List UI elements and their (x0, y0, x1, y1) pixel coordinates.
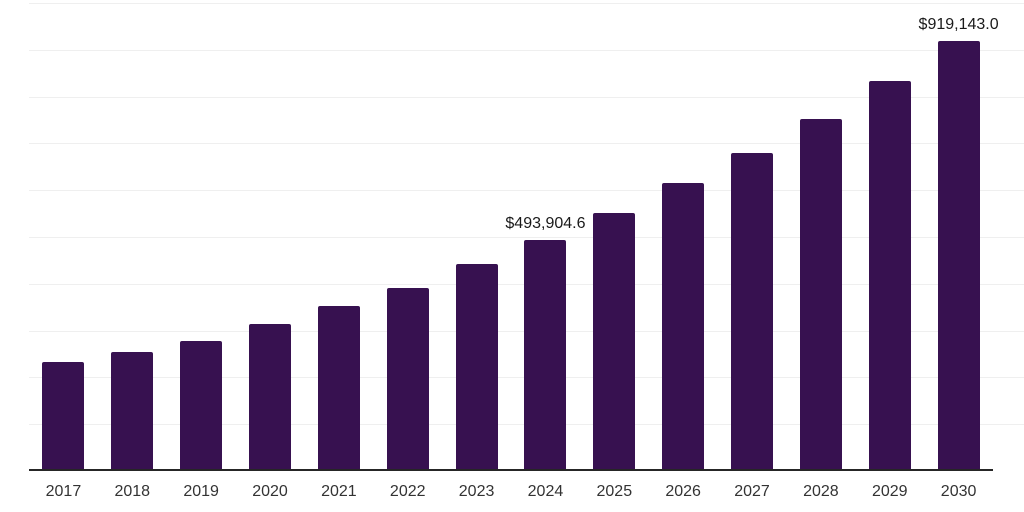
gridline-800000 (29, 96, 1024, 98)
bar-2027 (731, 152, 774, 471)
x-tick-2017: 2017 (45, 483, 82, 500)
bar-2030 (937, 40, 980, 471)
x-tick-2019: 2019 (183, 483, 219, 500)
gridline-500000 (29, 237, 1024, 238)
bar-2025 (593, 213, 636, 471)
bar-slot-2017 (29, 3, 98, 471)
gridline-600000 (29, 190, 1024, 192)
bar-slot-2029 (855, 3, 924, 471)
x-tick-2022: 2022 (389, 483, 426, 500)
bar-2021 (317, 305, 360, 471)
x-tick-2026: 2026 (665, 483, 701, 500)
gridline-900000 (29, 49, 1024, 51)
bar-slot-2027 (718, 3, 787, 471)
bars-layer: $493,904.6 $919,143.0 (29, 3, 999, 471)
bar-2017 (42, 362, 85, 471)
x-tick-2021: 2021 (321, 483, 357, 500)
x-tick-2028: 2028 (803, 483, 839, 500)
gridline-1000000 (29, 3, 1024, 4)
bar-slot-2022 (373, 3, 442, 471)
x-axis-labels: 2017 2018 2019 2020 2021 2022 2023 2024 2025 2026… (29, 482, 993, 502)
plot-area: $493,904.6 $919,143.0 (29, 3, 1024, 471)
gridline-700000 (29, 143, 1024, 145)
bar-2029 (868, 81, 911, 471)
x-tick-2027: 2027 (734, 483, 770, 500)
x-tick-2025: 2025 (596, 483, 633, 500)
data-label-2024: $493,904.6 (505, 214, 586, 232)
x-tick-2029: 2029 (871, 483, 908, 500)
bar-slot-2030: $919,143.0 (919, 3, 999, 471)
bar-2024 (524, 239, 567, 471)
bar-slot-2023 (442, 3, 511, 471)
bar-slot-2019 (167, 3, 236, 471)
bar-2018 (111, 352, 154, 471)
x-tick-2023: 2023 (458, 483, 495, 500)
bar-2023 (455, 263, 498, 471)
bar-slot-2026 (649, 3, 718, 471)
bar-2028 (799, 118, 842, 471)
bar-slot-2025 (580, 3, 649, 471)
x-tick-2024: 2024 (527, 483, 564, 500)
bar-2020 (249, 324, 291, 471)
bar-2019 (180, 340, 223, 471)
bar-slot-2020 (236, 3, 305, 471)
x-tick-2030: 2030 (940, 483, 977, 500)
bar-slot-2021 (304, 3, 373, 471)
bar-2022 (386, 287, 429, 471)
bar-2026 (662, 183, 705, 471)
x-axis-line (29, 469, 993, 471)
bar-slot-2018 (98, 3, 167, 471)
x-tick-2020: 2020 (252, 483, 288, 500)
bar-slot-2024: $493,904.6 (505, 3, 585, 471)
data-label-2030: $919,143.0 (918, 15, 999, 33)
bar-slot-2028 (786, 3, 855, 471)
x-tick-2018: 2018 (114, 483, 151, 500)
